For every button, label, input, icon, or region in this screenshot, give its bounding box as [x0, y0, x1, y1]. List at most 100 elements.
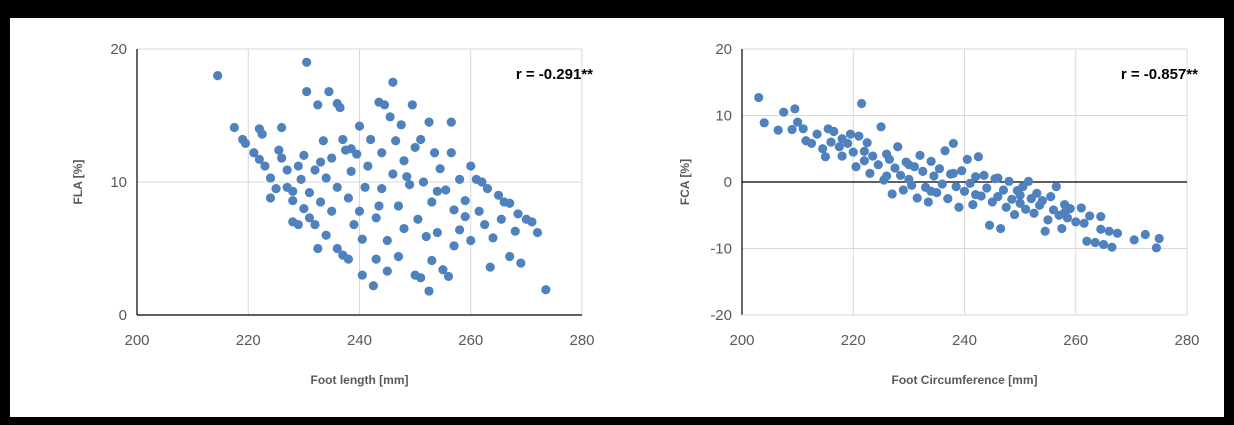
chart2-x-axis-title: Foot Circumference [mm]	[891, 373, 1037, 387]
chart1-data-point	[377, 148, 387, 158]
chart2-data-point	[873, 160, 883, 170]
chart2-x-tick-label: 220	[841, 332, 866, 349]
chart1-data-point	[441, 185, 451, 195]
chart1-data-point	[254, 154, 264, 164]
chart1-data-point	[282, 165, 292, 175]
chart1-data-point	[249, 148, 259, 158]
chart1-data-point	[432, 186, 442, 196]
chart1-data-point	[388, 169, 398, 179]
chart2-data-point	[845, 129, 856, 139]
chart2-data-point	[926, 156, 936, 166]
chart1-data-point	[477, 177, 487, 187]
chart2-data-point	[1043, 215, 1053, 225]
chart2-data-point	[1032, 188, 1042, 198]
chart1-data-point	[505, 251, 515, 262]
chart2-data-point	[818, 144, 828, 154]
chart2-data-point	[971, 172, 981, 182]
chart1-data-point	[513, 209, 523, 219]
chart2-data-point	[1085, 211, 1095, 221]
chart2-data-point	[1112, 228, 1123, 238]
chart1-data-point	[410, 142, 420, 153]
chart2-data-point	[973, 152, 984, 162]
chart2-y-tick-label: -10	[710, 241, 732, 258]
chart2-data-point	[868, 151, 878, 161]
chart1-data-point	[388, 77, 398, 87]
chart2-data-point	[1023, 176, 1034, 186]
chart1-data-point	[363, 161, 373, 171]
chart1-data-point	[402, 172, 412, 182]
chart2-data-point	[1076, 203, 1086, 213]
chart1-data-point	[399, 156, 409, 166]
chart1-data-point	[391, 136, 401, 146]
chart2-data-point	[937, 179, 947, 189]
figure-frame: 200 220 240 260 280 0 10 20 Foot length [mm] FLA …	[10, 18, 1224, 417]
chart1-data-point	[416, 273, 426, 283]
chart1-data-point	[265, 193, 276, 203]
chart1-data-point	[510, 226, 520, 236]
chart2-data-point	[884, 154, 895, 164]
chart1-data-point	[310, 165, 320, 175]
chart2-data-point	[1051, 182, 1061, 192]
chart1-data-point	[449, 205, 459, 215]
chart2-data-point	[1090, 237, 1100, 248]
chart1-data-point	[382, 235, 392, 246]
chart2-data-point	[1107, 242, 1117, 252]
chart1-correlation-label: r = -0.291**	[516, 66, 593, 83]
chart1-data-point	[474, 206, 484, 216]
chart2-data-point	[895, 170, 906, 180]
chart2-data-point	[912, 193, 922, 203]
chart1-data-point	[332, 243, 342, 254]
chart2-data-point	[826, 137, 836, 147]
chart2-data-point	[940, 146, 950, 156]
chart1-data-point	[496, 214, 506, 224]
chart1-data-point	[366, 134, 376, 145]
chart2-data-point	[1082, 236, 1092, 246]
chart2-data-point	[1015, 190, 1025, 200]
chart2-data-point	[968, 200, 978, 210]
chart1-data-point	[527, 217, 537, 227]
chart1-data-point	[357, 234, 367, 244]
chart2-data-point	[996, 223, 1006, 234]
chart1-data-point	[455, 225, 465, 235]
chart1-data-point	[324, 86, 334, 97]
chart1-data-point	[304, 188, 315, 198]
chart1-x-tick-label: 260	[458, 332, 483, 349]
chart2-data-point	[982, 183, 992, 193]
chart2-data-point	[1154, 233, 1164, 244]
chart1-data-point	[424, 117, 434, 127]
chart1-data-point	[310, 219, 320, 230]
chart1-data-point	[327, 206, 337, 216]
chart2-data-point	[798, 124, 808, 134]
chart2-data-point	[1060, 207, 1070, 218]
chart1-data-point	[379, 100, 390, 110]
chart2-data-point	[865, 168, 875, 178]
chart2-data-point	[1029, 208, 1039, 218]
chart1-x-axis-title: Foot length [mm]	[311, 373, 409, 387]
chart1-data-point	[532, 227, 543, 238]
chart1-data-point	[265, 173, 276, 183]
chart2-data-point	[1007, 194, 1017, 204]
chart2-data-point	[951, 182, 961, 192]
chart2-data-point	[793, 117, 803, 127]
chart2-data-point	[837, 151, 847, 161]
chart1-data-point	[446, 117, 456, 127]
chart2-data-point	[834, 142, 844, 152]
chart1-data-point	[318, 136, 328, 146]
chart1-data-point	[274, 145, 284, 155]
chart1-data-point	[313, 100, 323, 110]
chart1-data-point	[396, 120, 406, 130]
chart2-data-point	[898, 185, 908, 195]
chart2-data-point	[854, 131, 864, 141]
chart2-data-point	[851, 162, 861, 172]
chart2-data-point	[962, 154, 972, 164]
chart2-data-point	[1004, 176, 1014, 186]
chart2-data-point	[1009, 209, 1020, 220]
chart1-data-point	[335, 102, 345, 113]
chart2-y-tick-label: 0	[724, 174, 732, 191]
chart2-data-point	[820, 152, 831, 162]
chart2-data-point	[779, 107, 789, 117]
chart1-data-point	[438, 265, 448, 275]
chart2-data-point	[993, 173, 1003, 183]
chart1-x-tick-label: 280	[569, 332, 594, 349]
chart2-data-point	[1079, 218, 1089, 228]
